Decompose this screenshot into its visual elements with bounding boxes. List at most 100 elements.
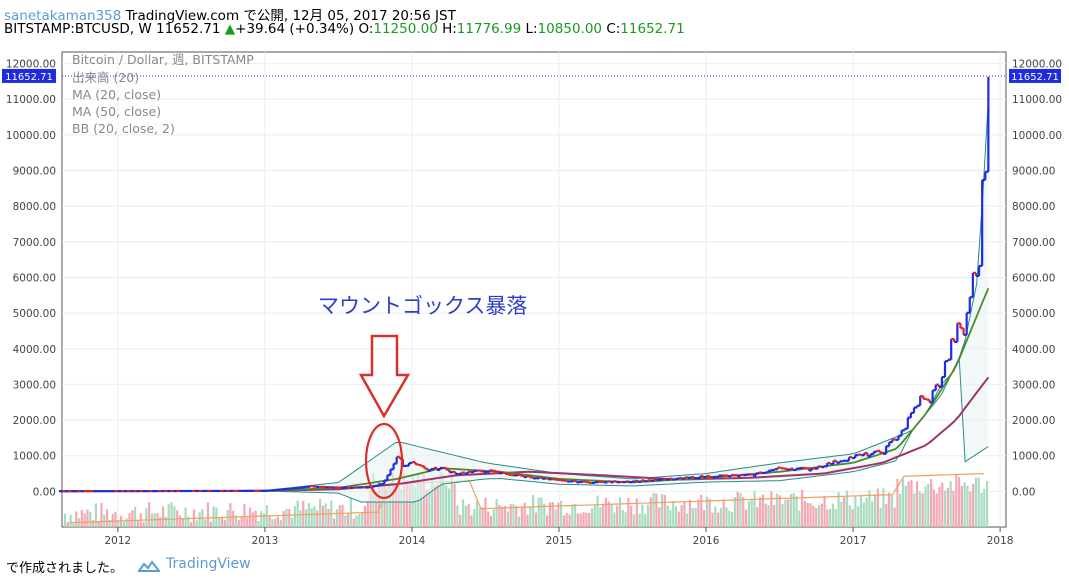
volume-bar: [198, 512, 201, 527]
volume-bar: [347, 512, 350, 527]
y-tick-label-right: 2000.00: [1012, 415, 1055, 427]
volume-bar: [459, 514, 462, 527]
volume-ma-line: [69, 473, 984, 524]
volume-bar: [882, 488, 885, 527]
volume-bar: [164, 516, 168, 527]
volume-bar: [237, 520, 240, 527]
volume-bar: [170, 502, 173, 527]
y-tick-label-left: 1000.00: [13, 451, 56, 463]
symbol-label: BITSTAMP:BTCUSD, W: [4, 21, 152, 37]
y-tick-label-right: 6000.00: [1012, 272, 1055, 284]
x-tick-label: 2017: [840, 535, 867, 547]
price-chart[interactable]: 12000.00 12000.00 11000.00 11000.00 10000.00…: [0, 40, 1069, 550]
volume-bar: [282, 511, 285, 527]
volume-bar: [271, 519, 274, 527]
volume-bar: [879, 507, 882, 527]
volume-bar: [773, 504, 776, 527]
volume-bar: [148, 502, 151, 527]
volume-bar: [957, 477, 961, 527]
volume-bar: [576, 513, 580, 527]
y-tick-label-left: 4000.00: [13, 344, 56, 356]
volume-bar: [69, 514, 72, 527]
volume-bar: [658, 507, 661, 527]
volume-bar: [167, 503, 170, 527]
volume-bar: [565, 512, 568, 527]
volume-bar: [969, 491, 972, 527]
tradingview-brand[interactable]: TradingView: [166, 556, 251, 572]
volume-bar: [220, 518, 224, 527]
volume-bar: [445, 485, 448, 527]
volume-bar: [254, 510, 257, 527]
volume-bar: [789, 493, 793, 527]
volume-bar: [935, 493, 938, 527]
volume-bar: [952, 490, 955, 527]
volume-bar: [946, 487, 949, 527]
volume-bar: [243, 504, 246, 527]
volume-bar: [422, 474, 425, 527]
volume-bar: [899, 493, 902, 527]
x-tick-label: 2018: [987, 535, 1014, 547]
volume-bar: [181, 517, 184, 527]
volume-bar: [190, 522, 193, 527]
high-value: 11776.99: [456, 21, 522, 37]
volume-bar: [966, 485, 969, 527]
volume-bar: [517, 516, 521, 527]
tradingview-logo-icon[interactable]: [138, 559, 160, 573]
legend-item: MA (50, close): [72, 104, 161, 119]
volume-bar: [764, 503, 767, 527]
last-price-text-right: 11652.71: [1011, 72, 1059, 83]
volume-bar: [526, 514, 529, 527]
volume-bar: [184, 507, 187, 527]
volume-bar: [865, 497, 868, 527]
volume-bar: [461, 499, 465, 527]
volume-bar: [624, 512, 627, 527]
last-price-tag-right: [1009, 68, 1061, 83]
volume-bar: [288, 509, 291, 527]
volume-bar: [162, 506, 165, 527]
volume-bar: [708, 498, 711, 527]
volume-bar: [251, 512, 254, 527]
volume-bar: [178, 515, 182, 527]
volume-bar: [464, 505, 467, 527]
volume-bar: [638, 513, 641, 527]
volume-bar: [719, 507, 722, 527]
price-change: +39.64 (+0.34%): [235, 21, 355, 37]
volume-bar: [722, 499, 725, 527]
volume-bar: [554, 509, 557, 527]
volume-bar: [672, 501, 675, 527]
volume-bar: [355, 515, 358, 527]
volume-bar: [366, 500, 369, 527]
y-tick-label-right: 10000.00: [1012, 130, 1062, 142]
volume-bar: [226, 509, 229, 527]
volume-bar: [932, 489, 935, 527]
volume-bar: [974, 477, 978, 527]
volume-bar: [467, 503, 470, 527]
author-link[interactable]: sanetakaman358: [4, 8, 122, 24]
volume-bar: [383, 485, 386, 527]
volume-bar: [453, 483, 456, 527]
highlight-circle: [364, 422, 404, 500]
volume-bar: [837, 492, 840, 527]
volume-bar: [871, 501, 874, 527]
volume-bar: [666, 505, 669, 527]
volume-bar: [585, 512, 588, 527]
volume-bar: [335, 509, 339, 527]
volume-bar: [352, 518, 355, 527]
volume-bar: [419, 483, 423, 527]
y-tick-label-left: 9000.00: [13, 166, 56, 178]
volume-bar: [845, 490, 849, 527]
volume-bar: [616, 505, 619, 527]
volume-bar: [775, 493, 779, 527]
volume-bar: [478, 507, 481, 527]
plot-area: [61, 51, 1007, 528]
volume-bar: [784, 499, 787, 527]
volume-bar: [195, 520, 198, 527]
volume-bar: [582, 512, 585, 527]
volume-bar: [240, 516, 243, 527]
volume-bar: [63, 513, 67, 527]
volume-bar: [260, 511, 263, 527]
volume-bar: [669, 510, 672, 527]
volume-bar: [798, 510, 801, 527]
volume-bar: [857, 506, 860, 527]
volume-bar: [380, 483, 383, 527]
